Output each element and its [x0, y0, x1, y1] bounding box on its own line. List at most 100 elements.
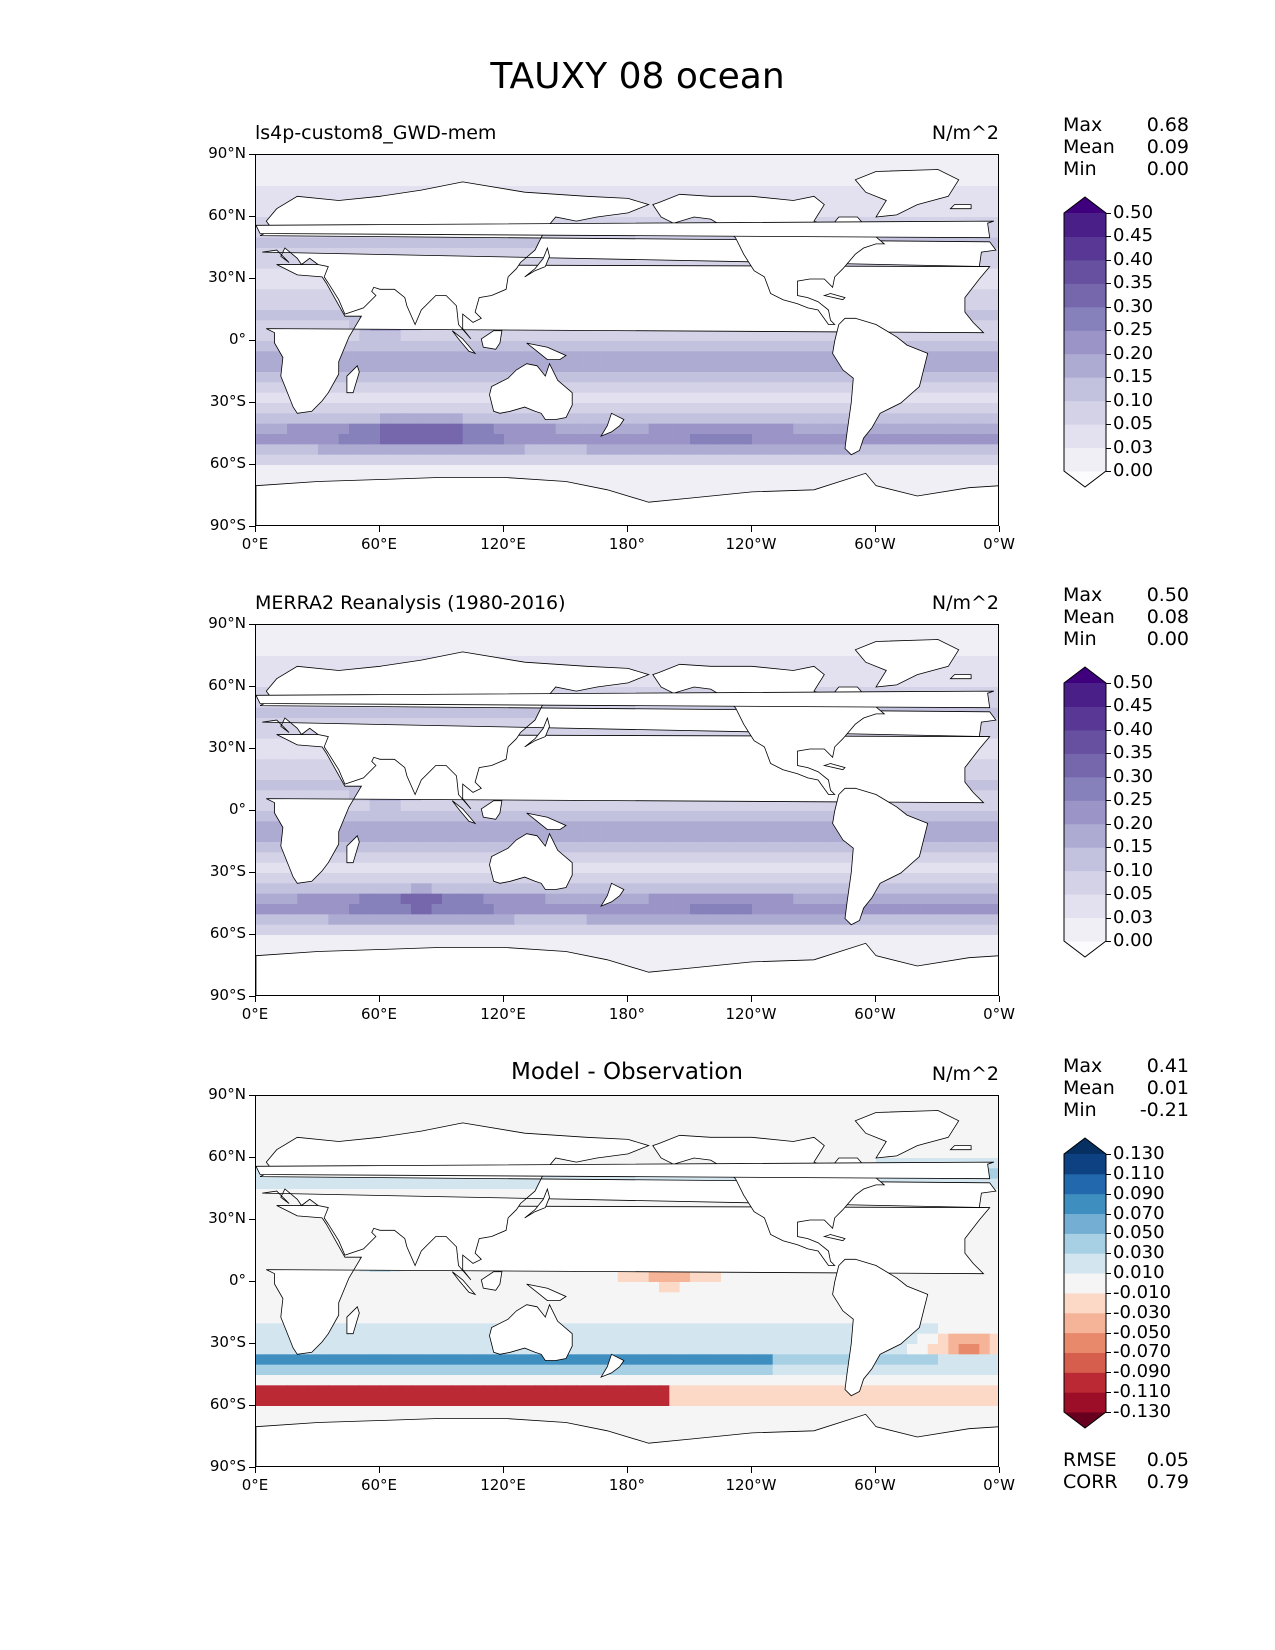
field-cell: [710, 852, 722, 864]
field-cell: [669, 155, 681, 166]
field-cell: [266, 718, 278, 729]
field-cell: [721, 935, 732, 946]
field-cell: [256, 811, 267, 822]
field-cell: [907, 904, 918, 915]
field-cell: [287, 873, 298, 884]
x-tick-mark: [750, 526, 752, 532]
field-cell: [855, 206, 867, 218]
field-cell: [741, 800, 753, 812]
field-cell: [266, 465, 278, 476]
field-cell: [907, 873, 918, 884]
field-cell: [679, 893, 691, 905]
field-cell: [297, 320, 309, 332]
field-cell: [421, 914, 433, 926]
field-cell: [390, 372, 402, 383]
field-cell: [938, 372, 949, 383]
field-cell: [473, 165, 484, 177]
field-cell: [845, 635, 856, 647]
field-cell: [390, 935, 402, 946]
field-cell: [659, 465, 670, 476]
field-cell: [576, 728, 588, 740]
field-cell: [617, 821, 629, 833]
field-cell: [617, 625, 629, 636]
field-cell: [483, 842, 495, 853]
field-cell: [824, 924, 836, 936]
field-cell: [762, 361, 774, 373]
field-cell: [452, 155, 464, 166]
field-cell: [721, 728, 732, 740]
field-cell: [431, 372, 443, 383]
field-cell: [876, 883, 887, 895]
field-cell: [628, 372, 639, 383]
field-cell: [783, 361, 794, 373]
field-cell: [690, 893, 701, 905]
field-cell: [896, 444, 908, 456]
field-cell: [824, 625, 836, 636]
field-cell: [721, 434, 732, 445]
field-cell: [276, 310, 288, 321]
field-cell: [380, 718, 391, 729]
field-cell: [307, 780, 319, 791]
field-cell: [452, 392, 464, 404]
field-cell: [276, 656, 288, 667]
field-cell: [411, 645, 422, 657]
field-cell: [772, 883, 784, 895]
field-cell: [431, 821, 443, 833]
field-cell: [607, 392, 619, 404]
field-cell: [638, 165, 650, 177]
field-cell: [369, 935, 381, 946]
field-cell: [659, 372, 670, 383]
field-cell: [948, 165, 960, 177]
field-cell: [700, 403, 712, 414]
field-cell: [349, 454, 360, 466]
field-cell: [741, 831, 753, 843]
field-cell: [979, 330, 991, 342]
field-cell: [400, 625, 412, 636]
field-cell: [514, 413, 526, 425]
field-cell: [359, 372, 371, 383]
field-cell: [690, 258, 701, 270]
field-cell: [907, 423, 918, 435]
field-cell: [390, 434, 402, 445]
field-cell: [824, 382, 836, 394]
field-cell: [586, 914, 598, 926]
field-cell: [473, 883, 484, 895]
field-cell: [369, 718, 381, 729]
field-cell: [690, 485, 701, 497]
field-cell: [979, 862, 991, 874]
colorbar-segment: [1064, 213, 1106, 237]
field-cell: [803, 423, 815, 435]
field-cell: [483, 852, 495, 864]
field-cell: [896, 423, 908, 435]
field-cell: [297, 165, 309, 177]
field-cell: [793, 852, 805, 864]
field-cell: [349, 444, 360, 456]
field-cell: [617, 423, 629, 435]
field-cell: [328, 914, 340, 926]
field-cell: [524, 175, 536, 187]
field-cell: [679, 423, 691, 435]
field-cell: [659, 687, 670, 698]
field-cell: [411, 465, 422, 476]
field-cell: [307, 186, 319, 197]
field-cell: [369, 924, 381, 936]
field-cell: [679, 935, 691, 946]
field-cell: [287, 625, 298, 636]
field-cell: [896, 924, 908, 936]
field-cell: [731, 341, 743, 352]
field-cell: [700, 175, 712, 187]
field-cell: [566, 635, 577, 647]
field-cell: [969, 914, 980, 926]
field-cell: [938, 893, 949, 905]
field-cell: [710, 444, 722, 456]
field-cell: [297, 883, 309, 895]
field-cell: [700, 186, 712, 197]
field-cell: [917, 811, 929, 822]
field-cell: [886, 465, 898, 476]
field-cell: [359, 924, 371, 936]
field-cell: [628, 341, 639, 352]
field-cell: [431, 852, 443, 864]
field-cell: [731, 635, 743, 647]
field-cell: [648, 444, 660, 456]
colorbar-segment: [1064, 259, 1106, 284]
